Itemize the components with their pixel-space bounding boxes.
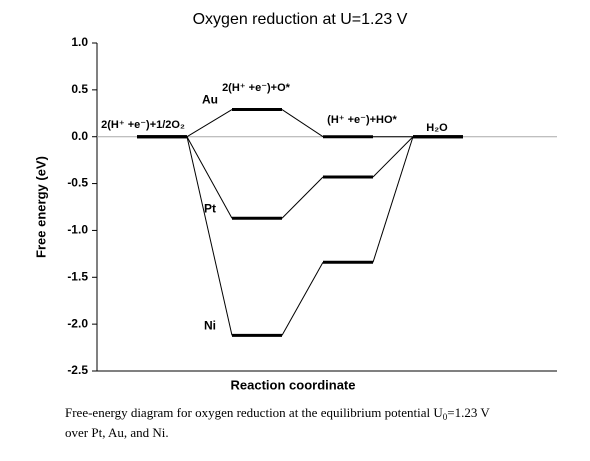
caption: Free-energy diagram for oxygen reduction… [65, 405, 490, 422]
x-axis-label: Reaction coordinate [231, 377, 356, 392]
caption-text: =1.23 V [447, 405, 490, 420]
y-tick-label: 1.0 [71, 35, 88, 49]
connector [186, 109, 233, 138]
caption-subscript: 0 [443, 412, 448, 422]
state-label: 2(H⁺ +e⁻)+O* [222, 82, 291, 94]
y-tick-label: -1.5 [67, 269, 88, 283]
connector [281, 109, 324, 138]
series-label: Ni [204, 319, 216, 333]
chart-title: Oxygen reduction at U=1.23 V [193, 11, 408, 28]
connector [281, 262, 324, 336]
caption: over Pt, Au, and Ni. [65, 425, 169, 440]
y-tick-label: -0.5 [67, 176, 88, 190]
y-tick-label: -1.0 [67, 223, 88, 237]
series-label: Pt [204, 201, 216, 215]
y-tick-label: 0.5 [71, 82, 88, 96]
state-label: H₂O [426, 122, 448, 134]
y-axis-label: Free energy (eV) [33, 156, 48, 258]
connector [281, 176, 324, 219]
connector [372, 136, 414, 263]
y-tick-label: -2.5 [67, 363, 88, 377]
connector [372, 136, 414, 178]
connector [186, 136, 233, 219]
state-label: (H⁺ +e⁻)+HO* [327, 114, 397, 126]
caption-text: Free-energy diagram for oxygen reduction… [65, 405, 443, 420]
state-label: 2(H⁺ +e⁻)+1/2O₂ [101, 119, 185, 131]
series-label: Au [202, 93, 218, 107]
y-tick-label: -2.0 [67, 316, 88, 330]
y-tick-label: 0.0 [71, 129, 88, 143]
connector [186, 136, 233, 336]
